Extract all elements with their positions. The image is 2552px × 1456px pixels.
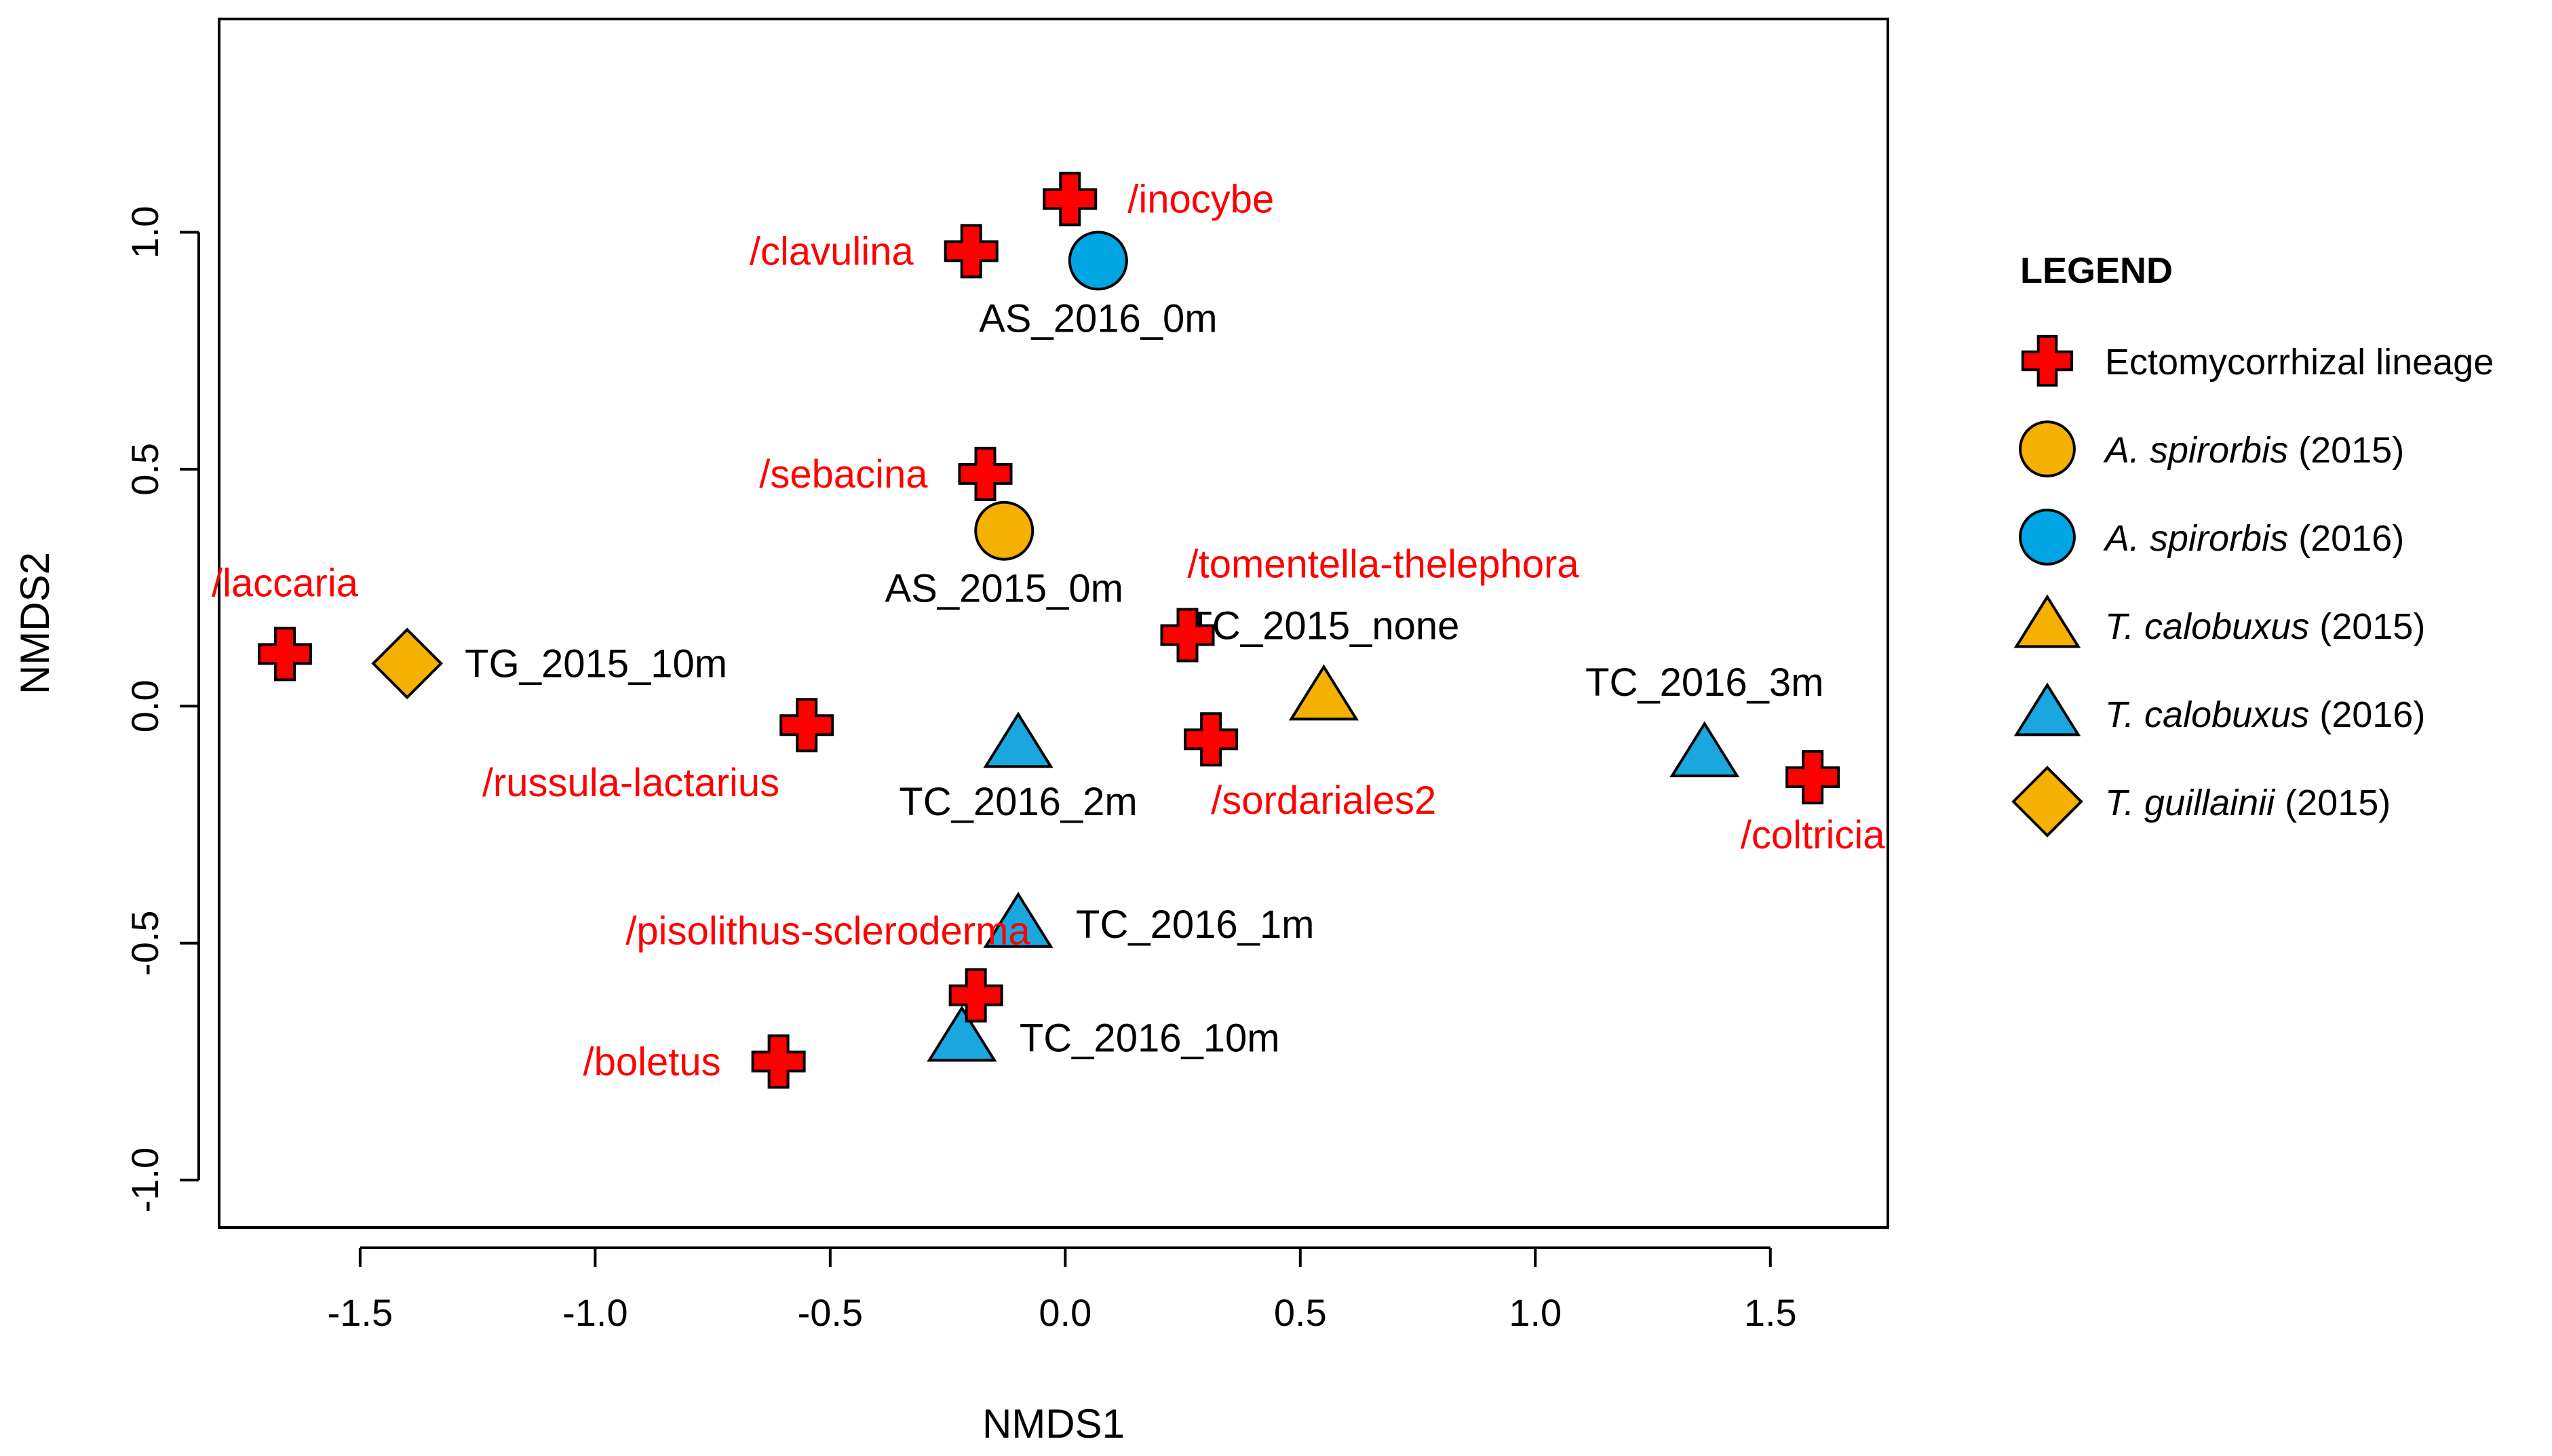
legend-marker bbox=[2021, 334, 2074, 387]
x-tick-label: 1.5 bbox=[1744, 1291, 1797, 1334]
lineage-point bbox=[258, 627, 313, 682]
sample-point bbox=[927, 1005, 997, 1062]
legend-item-label: (2015) bbox=[2309, 606, 2425, 647]
x-tick-label: -1.0 bbox=[562, 1291, 628, 1334]
legend-item-label: (2015) bbox=[2275, 783, 2391, 823]
y-tick-label: -0.5 bbox=[123, 910, 166, 976]
lineage-label: /tomentella-thelephora bbox=[1187, 542, 1579, 586]
lineage-point bbox=[1160, 608, 1215, 663]
lineage-label: /laccaria bbox=[212, 561, 359, 605]
legend-item-species: T. calobuxus bbox=[2105, 694, 2309, 735]
lineage-point bbox=[958, 446, 1013, 501]
sample-point bbox=[371, 627, 444, 700]
plot-frame bbox=[218, 18, 1889, 1229]
legend-item-label: (2015) bbox=[2288, 430, 2404, 471]
sample-point bbox=[974, 500, 1035, 561]
sample-label: TC_2015_none bbox=[1188, 604, 1460, 648]
sample-point bbox=[1288, 664, 1359, 721]
x-tick-label: -1.5 bbox=[328, 1291, 393, 1334]
lineage-label: /pisolithus-scleroderma bbox=[625, 909, 1030, 953]
lineage-point bbox=[751, 1034, 806, 1089]
sample-label: TC_2016_2m bbox=[899, 780, 1137, 824]
lineage-label: /coltricia bbox=[1741, 813, 1885, 857]
y-axis-title: NMDS2 bbox=[12, 552, 58, 694]
lineage-label: /sordariales2 bbox=[1211, 779, 1436, 823]
sample-point bbox=[1068, 231, 1128, 291]
legend-item-species: A. spirorbis bbox=[2103, 518, 2288, 559]
y-tick-label: 0.5 bbox=[123, 443, 166, 496]
lineage-label: /boletus bbox=[583, 1040, 720, 1084]
plot-marks: AS_2016_0m AS_2015_0m TG_2015_10m TC_2015_n… bbox=[212, 172, 1885, 1089]
legend-item-species: A. spirorbis bbox=[2103, 430, 2288, 471]
legend-item-label: (2016) bbox=[2288, 518, 2404, 559]
lineage-point bbox=[1785, 750, 1840, 805]
lineage-label: /sebacina bbox=[759, 452, 928, 496]
legend-marker bbox=[2019, 509, 2076, 566]
sample-label: TG_2015_10m bbox=[465, 642, 727, 686]
legend: LEGEND Ectomycorrhizal lineage A. spirorb… bbox=[2011, 250, 2494, 838]
x-axis-title: NMDS1 bbox=[982, 1401, 1125, 1447]
y-tick-label: -1.0 bbox=[123, 1147, 166, 1213]
legend-item-text: T. calobuxus (2015) bbox=[2105, 606, 2425, 647]
x-tick-label: 0.5 bbox=[1274, 1291, 1327, 1334]
sample-label: AS_2016_0m bbox=[979, 296, 1217, 340]
lineage-point bbox=[1043, 172, 1098, 227]
lineage-point bbox=[944, 224, 999, 279]
x-tick-label: -0.5 bbox=[798, 1291, 864, 1334]
x-axis: -1.5 -1.0 -0.5 0.0 0.5 1.0 1.5 bbox=[328, 1246, 1797, 1334]
sample-label: AS_2015_0m bbox=[885, 567, 1123, 611]
x-tick-label: 0.0 bbox=[1039, 1291, 1091, 1334]
lineage-point bbox=[948, 968, 1003, 1023]
sample-point bbox=[983, 891, 1053, 948]
y-axis: -1.0 -0.5 0.0 0.5 1.0 bbox=[123, 206, 200, 1213]
sample-label: TC_2016_1m bbox=[1076, 903, 1314, 947]
legend-marker bbox=[2013, 682, 2081, 736]
legend-marker bbox=[2011, 766, 2083, 838]
legend-title: LEGEND bbox=[2020, 250, 2173, 291]
lineage-point bbox=[1184, 712, 1239, 767]
lineage-point bbox=[779, 698, 834, 753]
lineage-label: /clavulina bbox=[750, 229, 914, 273]
sample-label: TC_2016_10m bbox=[1020, 1016, 1280, 1060]
legend-item-text: A. spirorbis (2016) bbox=[2103, 518, 2404, 559]
legend-item-text: T. guillainii (2015) bbox=[2105, 783, 2391, 823]
legend-item-label: Ectomycorrhizal lineage bbox=[2105, 342, 2494, 382]
lineage-label: /russula-lactarius bbox=[482, 761, 779, 805]
legend-item-label: (2016) bbox=[2309, 694, 2425, 735]
lineage-label: /inocybe bbox=[1127, 178, 1274, 222]
sample-label: TC_2016_3m bbox=[1585, 661, 1823, 705]
x-tick-label: 1.0 bbox=[1509, 1291, 1562, 1334]
legend-marker bbox=[2013, 594, 2081, 648]
legend-item-species: T. guillainii bbox=[2105, 783, 2276, 823]
sample-point bbox=[983, 711, 1053, 768]
legend-item-text: Ectomycorrhizal lineage bbox=[2105, 342, 2494, 382]
y-tick-label: 0.0 bbox=[123, 680, 166, 732]
legend-marker bbox=[2019, 420, 2076, 477]
legend-item-text: A. spirorbis (2015) bbox=[2103, 430, 2404, 471]
sample-point bbox=[1669, 721, 1740, 778]
legend-item-text: T. calobuxus (2016) bbox=[2105, 694, 2425, 735]
y-tick-label: 1.0 bbox=[123, 206, 166, 259]
legend-item-species: T. calobuxus bbox=[2105, 606, 2309, 647]
